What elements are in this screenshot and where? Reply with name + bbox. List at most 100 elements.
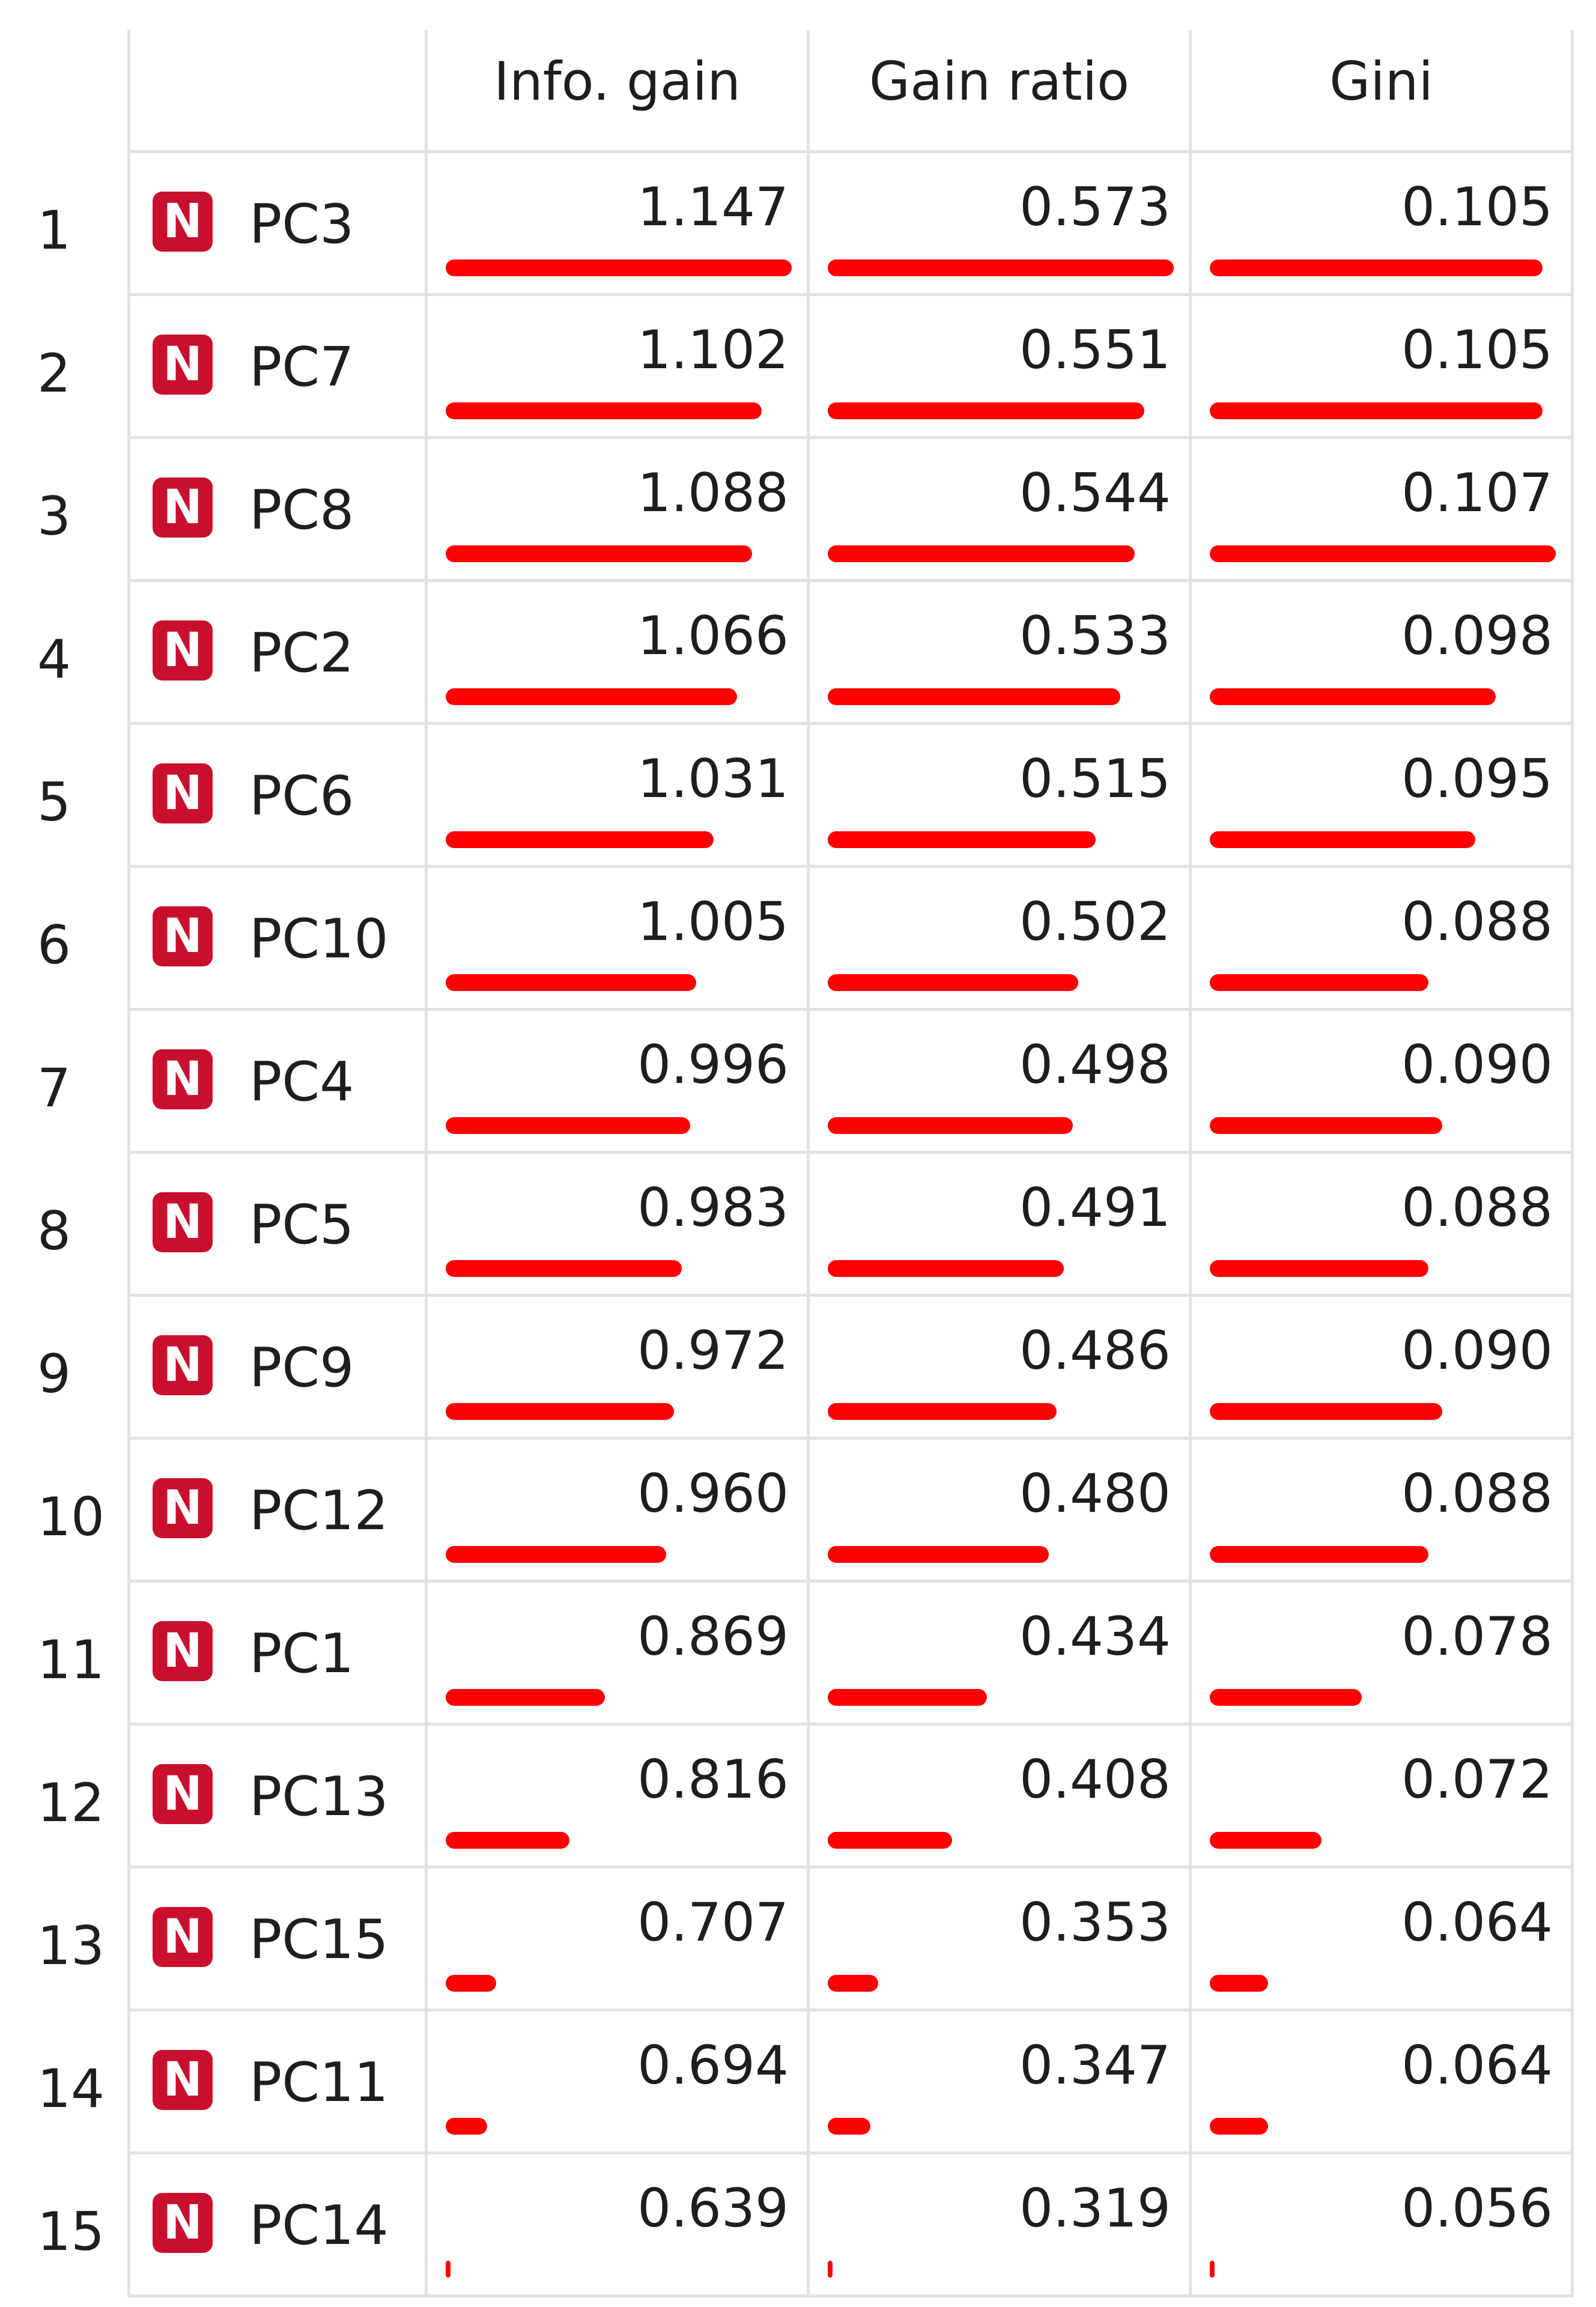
gain-ratio-bar [828,2118,870,2135]
attribute-cell[interactable]: N PC2 [127,582,428,725]
gain-ratio-bar [828,545,1135,562]
gini-cell: 0.090 [1192,1011,1574,1154]
score-value: 0.105 [1401,176,1553,238]
info-gain-cell: 1.005 [428,868,810,1011]
gain-ratio-bar [828,1546,1049,1563]
gini-cell: 0.098 [1192,582,1574,725]
gini-cell: 0.072 [1192,1726,1574,1869]
gain-ratio-bar [828,259,1174,276]
table-row[interactable]: 15 N PC14 0.639 0.319 0.056 [0,2154,1596,2297]
table-row[interactable]: 8 N PC5 0.983 0.491 0.088 [0,1154,1596,1297]
info-gain-cell: 1.147 [428,153,810,296]
info-gain-cell: 0.816 [428,1726,810,1869]
table-row[interactable]: 11 N PC1 0.869 0.434 0.078 [0,1583,1596,1726]
score-value: 0.090 [1401,1320,1553,1381]
table-row[interactable]: 7 N PC4 0.996 0.498 0.090 [0,1011,1596,1154]
attribute-name: PC15 [249,1908,389,1971]
gini-cell: 0.088 [1192,1154,1574,1297]
info-gain-bar [446,402,762,419]
gain-ratio-bar [828,688,1120,705]
numeric-attribute-icon: N [153,477,213,538]
score-value: 0.544 [1019,462,1171,524]
gain-ratio-bar [828,1260,1064,1277]
score-value: 0.502 [1019,891,1171,953]
attribute-cell[interactable]: N PC10 [127,868,428,1011]
gain-ratio-cell: 0.319 [810,2154,1192,2297]
info-gain-bar [446,1546,666,1563]
numeric-attribute-icon: N [153,906,213,966]
score-value: 0.353 [1019,1891,1171,1953]
numeric-attribute-icon: N [153,1478,213,1538]
attribute-cell[interactable]: N PC6 [127,725,428,868]
header-gain-ratio[interactable]: Gain ratio [810,30,1192,153]
score-value: 0.088 [1401,1177,1553,1238]
table-row[interactable]: 5 N PC6 1.031 0.515 0.095 [0,725,1596,868]
score-value: 0.056 [1401,2177,1553,2239]
attribute-cell[interactable]: N PC7 [127,296,428,439]
gain-ratio-cell: 0.551 [810,296,1192,439]
header-info-gain[interactable]: Info. gain [428,30,810,153]
attribute-cell[interactable]: N PC4 [127,1011,428,1154]
score-value: 1.147 [637,176,789,238]
gini-cell: 0.088 [1192,868,1574,1011]
attribute-cell[interactable]: N PC14 [127,2154,428,2297]
score-value: 1.031 [637,748,789,810]
gain-ratio-bar [828,974,1078,991]
gain-ratio-bar [828,1832,952,1849]
attribute-cell[interactable]: N PC3 [127,153,428,296]
table-row[interactable]: 1 N PC3 1.147 0.573 0.105 [0,153,1596,296]
numeric-attribute-icon: N [153,1764,213,1824]
score-value: 0.347 [1019,2034,1171,2096]
gain-ratio-cell: 0.502 [810,868,1192,1011]
gini-cell: 0.105 [1192,153,1574,296]
attribute-cell[interactable]: N PC11 [127,2011,428,2154]
row-rank: 2 [37,342,71,404]
table-row[interactable]: 14 N PC11 0.694 0.347 0.064 [0,2011,1596,2154]
gain-ratio-cell: 0.533 [810,582,1192,725]
info-gain-bar [446,545,752,562]
score-value: 0.972 [637,1320,789,1381]
table-row[interactable]: 6 N PC10 1.005 0.502 0.088 [0,868,1596,1011]
table-row[interactable]: 9 N PC9 0.972 0.486 0.090 [0,1297,1596,1440]
table-row[interactable]: 10 N PC12 0.960 0.480 0.088 [0,1440,1596,1583]
header-gini[interactable]: Gini [1192,30,1574,153]
score-value: 0.064 [1401,2034,1553,2096]
attribute-cell[interactable]: N PC8 [127,439,428,582]
info-gain-cell: 0.983 [428,1154,810,1297]
gini-bar [1210,259,1543,276]
score-value: 0.515 [1019,748,1171,810]
table-row[interactable]: 12 N PC13 0.816 0.408 0.072 [0,1726,1596,1869]
attribute-name: PC2 [249,622,354,685]
header-attribute[interactable] [127,30,428,153]
attribute-cell[interactable]: N PC15 [127,1869,428,2011]
score-value: 0.078 [1401,1605,1553,1667]
info-gain-cell: 0.996 [428,1011,810,1154]
table-row[interactable]: 3 N PC8 1.088 0.544 0.107 [0,439,1596,582]
gini-bar [1210,1832,1321,1849]
row-rank: 7 [37,1056,71,1119]
info-gain-cell: 1.102 [428,296,810,439]
numeric-attribute-icon: N [153,1907,213,1967]
gini-bar [1210,831,1475,848]
attribute-name: PC13 [249,1765,389,1828]
info-gain-bar [446,1403,674,1420]
attribute-cell[interactable]: N PC1 [127,1583,428,1726]
table-row[interactable]: 2 N PC7 1.102 0.551 0.105 [0,296,1596,439]
table-row[interactable]: 13 N PC15 0.707 0.353 0.064 [0,1869,1596,2011]
row-rank: 8 [37,1199,71,1262]
attribute-cell[interactable]: N PC12 [127,1440,428,1583]
score-value: 0.983 [637,1177,789,1238]
gini-cell: 0.088 [1192,1440,1574,1583]
gini-bar [1210,402,1543,419]
info-gain-bar [446,2118,487,2135]
gini-cell: 0.078 [1192,1583,1574,1726]
numeric-attribute-icon: N [153,2050,213,2110]
score-value: 0.434 [1019,1605,1171,1667]
score-value: 0.498 [1019,1034,1171,1096]
attribute-cell[interactable]: N PC13 [127,1726,428,1869]
info-gain-cell: 0.972 [428,1297,810,1440]
table-row[interactable]: 4 N PC2 1.066 0.533 0.098 [0,582,1596,725]
attribute-cell[interactable]: N PC9 [127,1297,428,1440]
attribute-cell[interactable]: N PC5 [127,1154,428,1297]
